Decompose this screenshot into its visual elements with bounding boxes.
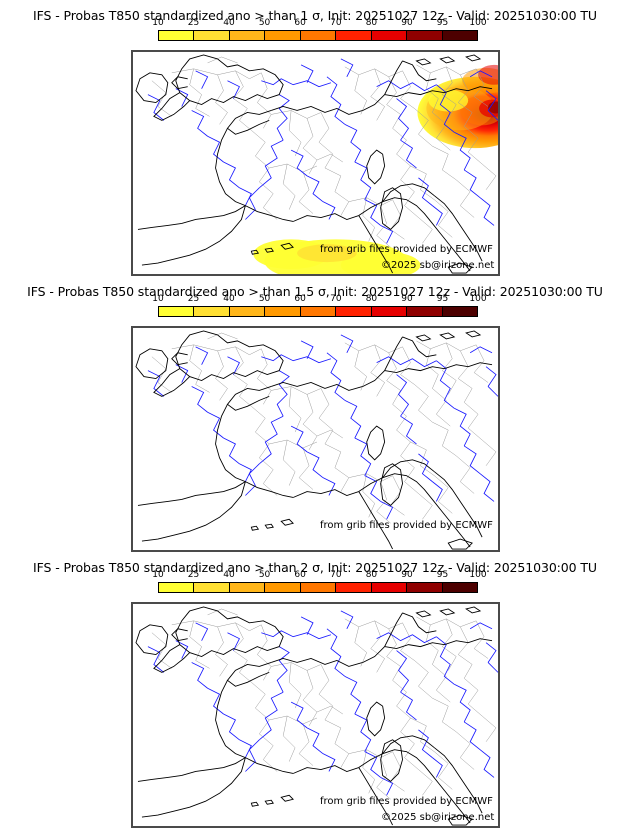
colorbar-ticks: 10 25 40 50 60 70 80 90 95 100 bbox=[152, 18, 486, 30]
colorbar-tick-50: 50 bbox=[258, 18, 271, 28]
colorbar-segment-10-25 bbox=[159, 307, 195, 316]
panel-title: IFS - Probas T850 standardized ano > tha… bbox=[33, 8, 597, 23]
colorbar-tick-10: 10 bbox=[152, 294, 164, 304]
panel-title: IFS - Probas T850 standardized ano > tha… bbox=[33, 560, 597, 575]
colorbar-tick-90: 90 bbox=[401, 294, 413, 304]
forecast-panel-2: IFS - Probas T850 standardized ano > tha… bbox=[0, 276, 630, 552]
colorbar-tick-40: 40 bbox=[223, 294, 235, 304]
colorbar-tick-100: 100 bbox=[469, 18, 487, 28]
colorbar-gradient bbox=[158, 30, 478, 41]
colorbar-gradient bbox=[158, 306, 478, 317]
colorbar-tick-90: 90 bbox=[401, 570, 413, 580]
colorbar-tick-80: 80 bbox=[365, 18, 378, 28]
colorbar-segment-25-40 bbox=[194, 583, 230, 592]
colorbar-tick-40: 40 bbox=[223, 18, 235, 28]
rivers bbox=[147, 58, 499, 244]
colorbar-tick-60: 60 bbox=[294, 294, 306, 304]
forecast-panel-1: IFS - Probas T850 standardized ano > tha… bbox=[0, 0, 630, 276]
coastlines bbox=[135, 606, 493, 826]
colorbar-tick-70: 70 bbox=[330, 570, 342, 580]
map-graphic-2 bbox=[132, 327, 499, 551]
colorbar-segment-40-50 bbox=[229, 307, 266, 316]
colorbar-segment-50-60 bbox=[265, 583, 301, 592]
colorbar-tick-40: 40 bbox=[223, 570, 235, 580]
colorbar-tick-90: 90 bbox=[401, 18, 413, 28]
probability-shading-ne bbox=[417, 64, 499, 149]
colorbar-tick-25: 25 bbox=[187, 570, 200, 580]
colorbar-tick-50: 50 bbox=[258, 570, 271, 580]
colorbar-segment-90-95 bbox=[407, 307, 443, 316]
colorbar-tick-70: 70 bbox=[330, 18, 342, 28]
map-graphic-1 bbox=[132, 51, 499, 275]
colorbar-tick-80: 80 bbox=[365, 570, 378, 580]
colorbar-tick-100: 100 bbox=[469, 570, 487, 580]
colorbar-tick-80: 80 bbox=[365, 294, 378, 304]
admin-boundaries bbox=[151, 56, 497, 248]
colorbar-segment-95-100 bbox=[442, 583, 477, 592]
colorbar-segment-40-50 bbox=[229, 31, 266, 40]
colorbar-3: 10 25 40 50 60 70 80 90 95 100 bbox=[152, 570, 487, 596]
colorbar-tick-50: 50 bbox=[258, 294, 271, 304]
colorbar-segment-70-80 bbox=[336, 31, 372, 40]
map-canvas-3[interactable] bbox=[131, 602, 500, 828]
admin-boundaries bbox=[151, 332, 497, 524]
map-graphic-3 bbox=[132, 603, 499, 827]
colorbar-segment-70-80 bbox=[336, 307, 372, 316]
colorbar-segment-80-90 bbox=[371, 31, 408, 40]
colorbar-segment-60-70 bbox=[300, 583, 337, 592]
colorbar-segment-25-40 bbox=[194, 31, 230, 40]
colorbar-ticks: 10 25 40 50 60 70 80 90 95 100 bbox=[152, 570, 486, 582]
colorbar-tick-95: 95 bbox=[436, 570, 449, 580]
colorbar-ticks: 10 25 40 50 60 70 80 90 95 100 bbox=[152, 294, 486, 306]
colorbar-segment-80-90 bbox=[371, 583, 408, 592]
colorbar-2: 10 25 40 50 60 70 80 90 95 100 bbox=[152, 294, 487, 320]
map-canvas-1[interactable] bbox=[131, 50, 500, 276]
rivers bbox=[147, 334, 499, 520]
colorbar-tick-95: 95 bbox=[436, 294, 449, 304]
probability-shading-med bbox=[253, 239, 421, 275]
colorbar-tick-70: 70 bbox=[330, 294, 342, 304]
colorbar-segment-10-25 bbox=[159, 31, 195, 40]
forecast-panel-3: IFS - Probas T850 standardized ano > tha… bbox=[0, 552, 630, 828]
colorbar-segment-10-25 bbox=[159, 583, 195, 592]
colorbar-segment-80-90 bbox=[371, 307, 408, 316]
colorbar-gradient bbox=[158, 582, 478, 593]
colorbar-segment-60-70 bbox=[300, 307, 337, 316]
colorbar-tick-10: 10 bbox=[152, 570, 164, 580]
colorbar-tick-60: 60 bbox=[294, 18, 306, 28]
colorbar-segment-90-95 bbox=[407, 583, 443, 592]
colorbar-segment-95-100 bbox=[442, 31, 477, 40]
coastlines bbox=[135, 54, 493, 274]
colorbar-tick-60: 60 bbox=[294, 570, 306, 580]
colorbar-segment-95-100 bbox=[442, 307, 477, 316]
colorbar-segment-40-50 bbox=[229, 583, 266, 592]
colorbar-segment-50-60 bbox=[265, 307, 301, 316]
panel-title: IFS - Probas T850 standardized ano > tha… bbox=[27, 284, 603, 299]
rivers bbox=[147, 610, 499, 796]
colorbar-tick-25: 25 bbox=[187, 294, 200, 304]
colorbar-tick-100: 100 bbox=[469, 294, 487, 304]
admin-boundaries bbox=[151, 608, 497, 800]
colorbar-segment-50-60 bbox=[265, 31, 301, 40]
colorbar-segment-60-70 bbox=[300, 31, 337, 40]
colorbar-segment-90-95 bbox=[407, 31, 443, 40]
colorbar-tick-95: 95 bbox=[436, 18, 449, 28]
map-canvas-2[interactable] bbox=[131, 326, 500, 552]
colorbar-tick-10: 10 bbox=[152, 18, 164, 28]
colorbar-1: 10 25 40 50 60 70 80 90 95 100 bbox=[152, 18, 487, 44]
colorbar-segment-25-40 bbox=[194, 307, 230, 316]
coastlines bbox=[135, 330, 493, 550]
colorbar-tick-25: 25 bbox=[187, 18, 200, 28]
colorbar-segment-70-80 bbox=[336, 583, 372, 592]
